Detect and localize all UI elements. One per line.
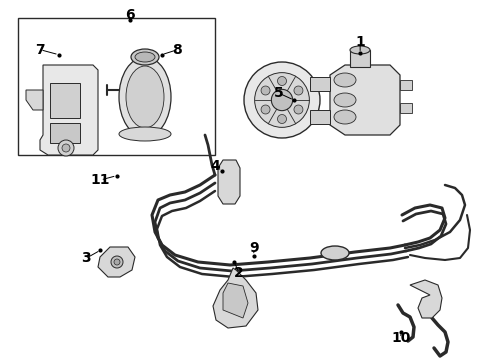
- Polygon shape: [350, 50, 370, 67]
- Ellipse shape: [334, 110, 356, 124]
- Text: 4: 4: [211, 159, 220, 172]
- Circle shape: [277, 114, 287, 123]
- Ellipse shape: [334, 73, 356, 87]
- Circle shape: [271, 89, 293, 111]
- Text: 5: 5: [273, 86, 283, 100]
- Ellipse shape: [334, 93, 356, 107]
- Polygon shape: [223, 283, 248, 318]
- Circle shape: [261, 86, 270, 95]
- Circle shape: [294, 105, 303, 114]
- Bar: [310, 77, 330, 91]
- Circle shape: [111, 256, 123, 268]
- Polygon shape: [50, 83, 80, 118]
- Ellipse shape: [131, 49, 159, 65]
- Bar: [400, 103, 412, 113]
- Polygon shape: [218, 160, 240, 204]
- Text: 8: 8: [172, 43, 182, 57]
- Circle shape: [255, 73, 309, 127]
- Polygon shape: [213, 268, 258, 328]
- Circle shape: [261, 105, 270, 114]
- Text: 1: 1: [355, 36, 365, 49]
- Polygon shape: [410, 280, 442, 318]
- Text: 3: 3: [81, 252, 91, 265]
- Text: 10: 10: [391, 332, 411, 345]
- Bar: [310, 110, 330, 124]
- Circle shape: [58, 140, 74, 156]
- Text: 9: 9: [249, 242, 259, 255]
- Text: 6: 6: [125, 8, 135, 22]
- Ellipse shape: [126, 66, 164, 128]
- Polygon shape: [26, 90, 43, 110]
- Polygon shape: [50, 123, 80, 143]
- Ellipse shape: [321, 246, 349, 260]
- Bar: [18, 18, 215, 155]
- Text: 2: 2: [234, 266, 244, 280]
- Circle shape: [62, 144, 70, 152]
- Polygon shape: [98, 247, 135, 277]
- Circle shape: [294, 86, 303, 95]
- Circle shape: [244, 62, 320, 138]
- Polygon shape: [330, 65, 400, 135]
- Text: 7: 7: [35, 43, 45, 57]
- Polygon shape: [40, 65, 98, 155]
- Bar: [400, 80, 412, 90]
- Text: 11: 11: [91, 173, 110, 187]
- Circle shape: [277, 77, 287, 86]
- Ellipse shape: [119, 57, 171, 137]
- Ellipse shape: [119, 127, 171, 141]
- Ellipse shape: [350, 46, 370, 54]
- Ellipse shape: [135, 52, 155, 62]
- Circle shape: [114, 259, 120, 265]
